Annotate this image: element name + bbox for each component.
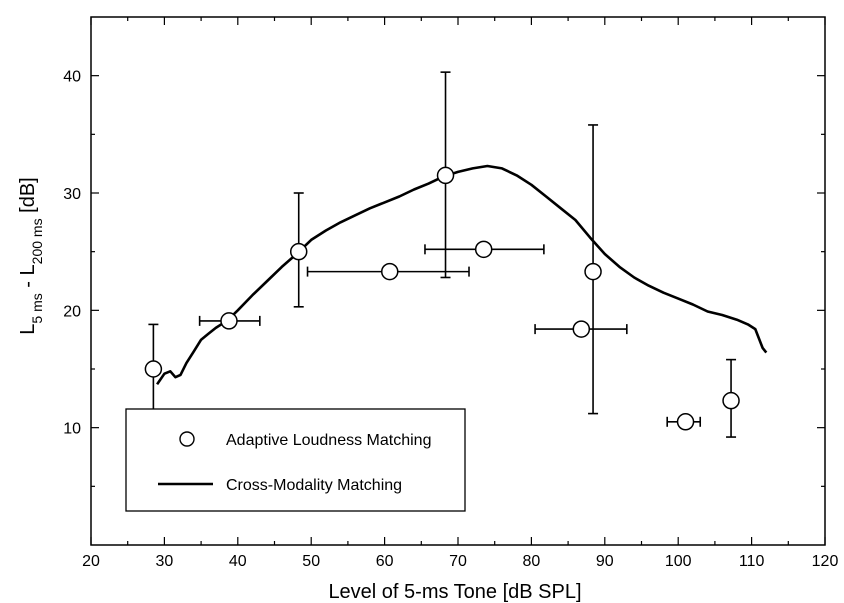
data-marker (722, 391, 740, 410)
data-marker (676, 413, 695, 431)
axis-tick-labels: 20 30 40 50 60 70 80 90 100 110 120 10 20 30 40 (63, 69, 838, 570)
data-point (436, 71, 455, 279)
x-tick-label: 70 (449, 553, 467, 570)
y-axis-label: L5 ms - L200 ms [dB] (17, 177, 45, 334)
y-tick-label: 40 (63, 69, 81, 86)
data-marker (144, 360, 163, 378)
legend-marker-circle (179, 431, 195, 447)
data-marker (572, 320, 591, 338)
data-point (198, 312, 261, 330)
data-point (584, 124, 602, 415)
y-axis-label-mid: - L (17, 264, 39, 293)
cross-modality-series (156, 164, 768, 386)
data-marker (289, 242, 308, 261)
data-marker (220, 312, 238, 330)
cross-modality-line (156, 164, 768, 386)
y-tick-label: 10 (63, 421, 81, 438)
x-tick-label: 110 (739, 553, 765, 570)
y-axis-label-sub2: 200 ms (29, 218, 45, 264)
axis-ticks (90, 17, 826, 545)
data-point (144, 323, 163, 414)
x-tick-label: 30 (156, 553, 174, 570)
data-marker (436, 166, 455, 185)
y-tick-label: 30 (63, 186, 81, 203)
data-point (722, 358, 740, 438)
x-tick-label: 100 (665, 553, 692, 570)
x-tick-label: 120 (812, 553, 839, 570)
legend-label-cross-modality: Cross-Modality Matching (226, 477, 402, 494)
legend-label-adaptive: Adaptive Loudness Matching (226, 432, 431, 449)
y-axis-label-end: [dB] (17, 177, 39, 218)
data-point (424, 240, 545, 259)
data-marker (380, 262, 399, 281)
data-marker (584, 262, 602, 281)
legend: Adaptive Loudness Matching Cross-Modalit… (125, 408, 466, 512)
x-tick-label: 20 (82, 553, 100, 570)
x-tick-label: 80 (523, 553, 541, 570)
y-tick-label: 20 (63, 303, 81, 320)
data-point (666, 413, 702, 431)
legend-box (125, 408, 466, 512)
x-tick-label: 40 (229, 553, 247, 570)
x-tick-label: 90 (596, 553, 614, 570)
y-axis-label-main: L (17, 324, 39, 335)
x-tick-label: 50 (302, 553, 320, 570)
x-axis-label: Level of 5-ms Tone [dB SPL] (328, 581, 581, 603)
y-axis-label-sub1: 5 ms (29, 293, 45, 323)
adaptive-loudness-series (144, 71, 740, 438)
data-point (306, 262, 470, 281)
x-tick-label: 60 (376, 553, 394, 570)
data-marker (474, 240, 493, 259)
data-point (534, 320, 628, 338)
data-point (289, 192, 308, 308)
